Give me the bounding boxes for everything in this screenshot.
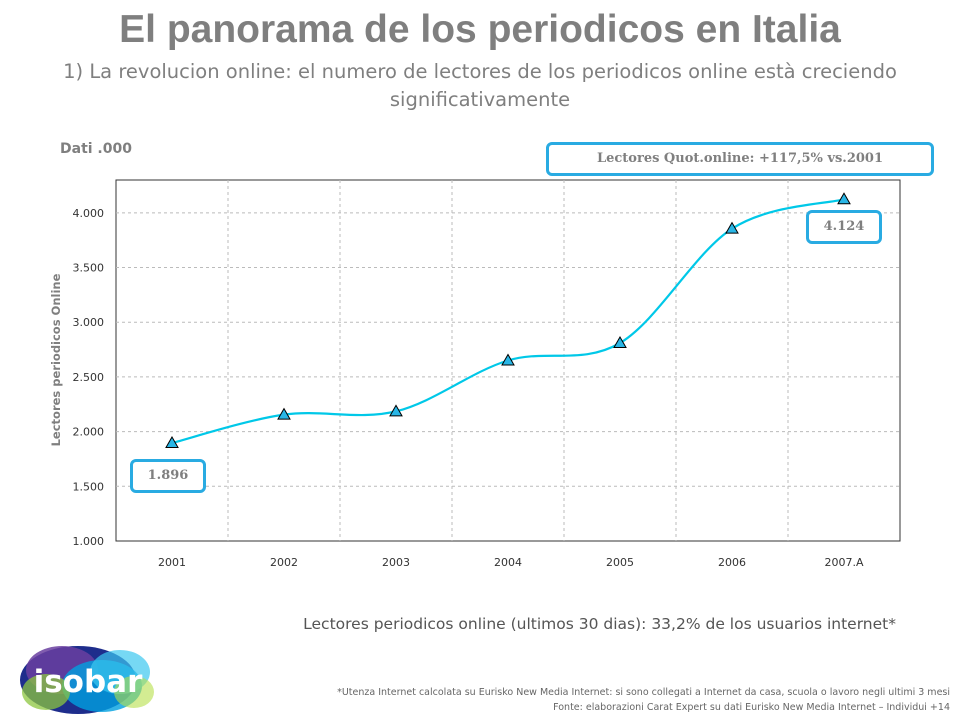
y-tick-label: 2.500 [73, 371, 105, 384]
y-axis-label: Lectores periodicos Online [49, 273, 63, 446]
data-point-marker [837, 192, 851, 205]
logo-text: isobar [34, 664, 143, 700]
grid-lines [116, 180, 900, 541]
y-tick-label: 3.000 [73, 316, 105, 329]
y-tick-label: 2.000 [73, 426, 105, 439]
line-chart: 1.000 1.500 2.000 2.500 3.000 3.500 4.000 2001… [49, 179, 901, 569]
y-tick-label: 3.500 [73, 262, 105, 275]
x-tick-label: 2005 [606, 556, 634, 569]
isobar-logo: isobar [20, 646, 154, 714]
x-tick-label: 2002 [270, 556, 298, 569]
growth-callout: Lectores Quot.online: +117,5% vs.2001 [546, 142, 934, 176]
data-point-marker [165, 435, 179, 448]
x-tick-label: 2004 [494, 556, 522, 569]
y-tick-label: 1.000 [73, 535, 105, 548]
data-point-marker [613, 335, 627, 348]
units-label: Dati .000 [60, 141, 132, 157]
x-tick-label: 2006 [718, 556, 746, 569]
footnote-source: Fonte: elaborazioni Carat Expert su dati… [553, 702, 950, 713]
data-point-marker [277, 407, 291, 420]
series-markers [165, 192, 851, 448]
x-tick-labels: 2001 2002 2003 2004 2005 2006 2007.A [158, 556, 864, 569]
y-tick-labels: 1.000 1.500 2.000 2.500 3.000 3.500 4.000 [73, 207, 105, 548]
footnote: *Utenza Internet calcolata su Eurisko Ne… [190, 685, 950, 715]
data-point-marker [389, 404, 403, 417]
page-subtitle: 1) La revolucion online: el numero de le… [63, 60, 897, 111]
y-tick-label: 4.000 [73, 207, 105, 220]
x-tick-label: 2007.A [824, 556, 863, 569]
y-tick-label: 1.500 [73, 480, 105, 493]
data-point-marker [501, 353, 515, 366]
x-tick-label: 2003 [382, 556, 410, 569]
readers-share-note: Lectores periodicos online (ultimos 30 d… [303, 615, 896, 633]
footnote-definition: *Utenza Internet calcolata su Eurisko Ne… [337, 687, 950, 698]
page-title: El panorama de los periodicos en Italia [119, 8, 841, 51]
last-value-callout: 4.124 [806, 210, 882, 244]
first-value-callout: 1.896 [130, 459, 206, 493]
x-tick-label: 2001 [158, 556, 186, 569]
data-point-marker [725, 221, 739, 234]
